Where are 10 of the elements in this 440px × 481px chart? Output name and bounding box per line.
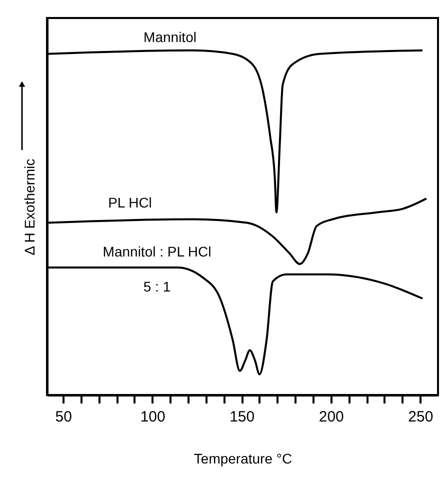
- x-tick-label: 100: [140, 408, 166, 426]
- series-label: Mannitol: [144, 28, 196, 45]
- x-tick-label: 200: [318, 408, 344, 426]
- series-label: PL HCl: [108, 194, 152, 211]
- x-axis-title: Temperature °C: [194, 450, 292, 466]
- y-axis-title: Δ H Exothermic: [22, 158, 38, 256]
- text: Mannitol : PL HCl 5 : 1: [102, 243, 212, 294]
- x-tick-label: 150: [230, 408, 255, 426]
- x-tick-label: 250: [408, 408, 434, 426]
- x-tick-label: 50: [55, 408, 72, 426]
